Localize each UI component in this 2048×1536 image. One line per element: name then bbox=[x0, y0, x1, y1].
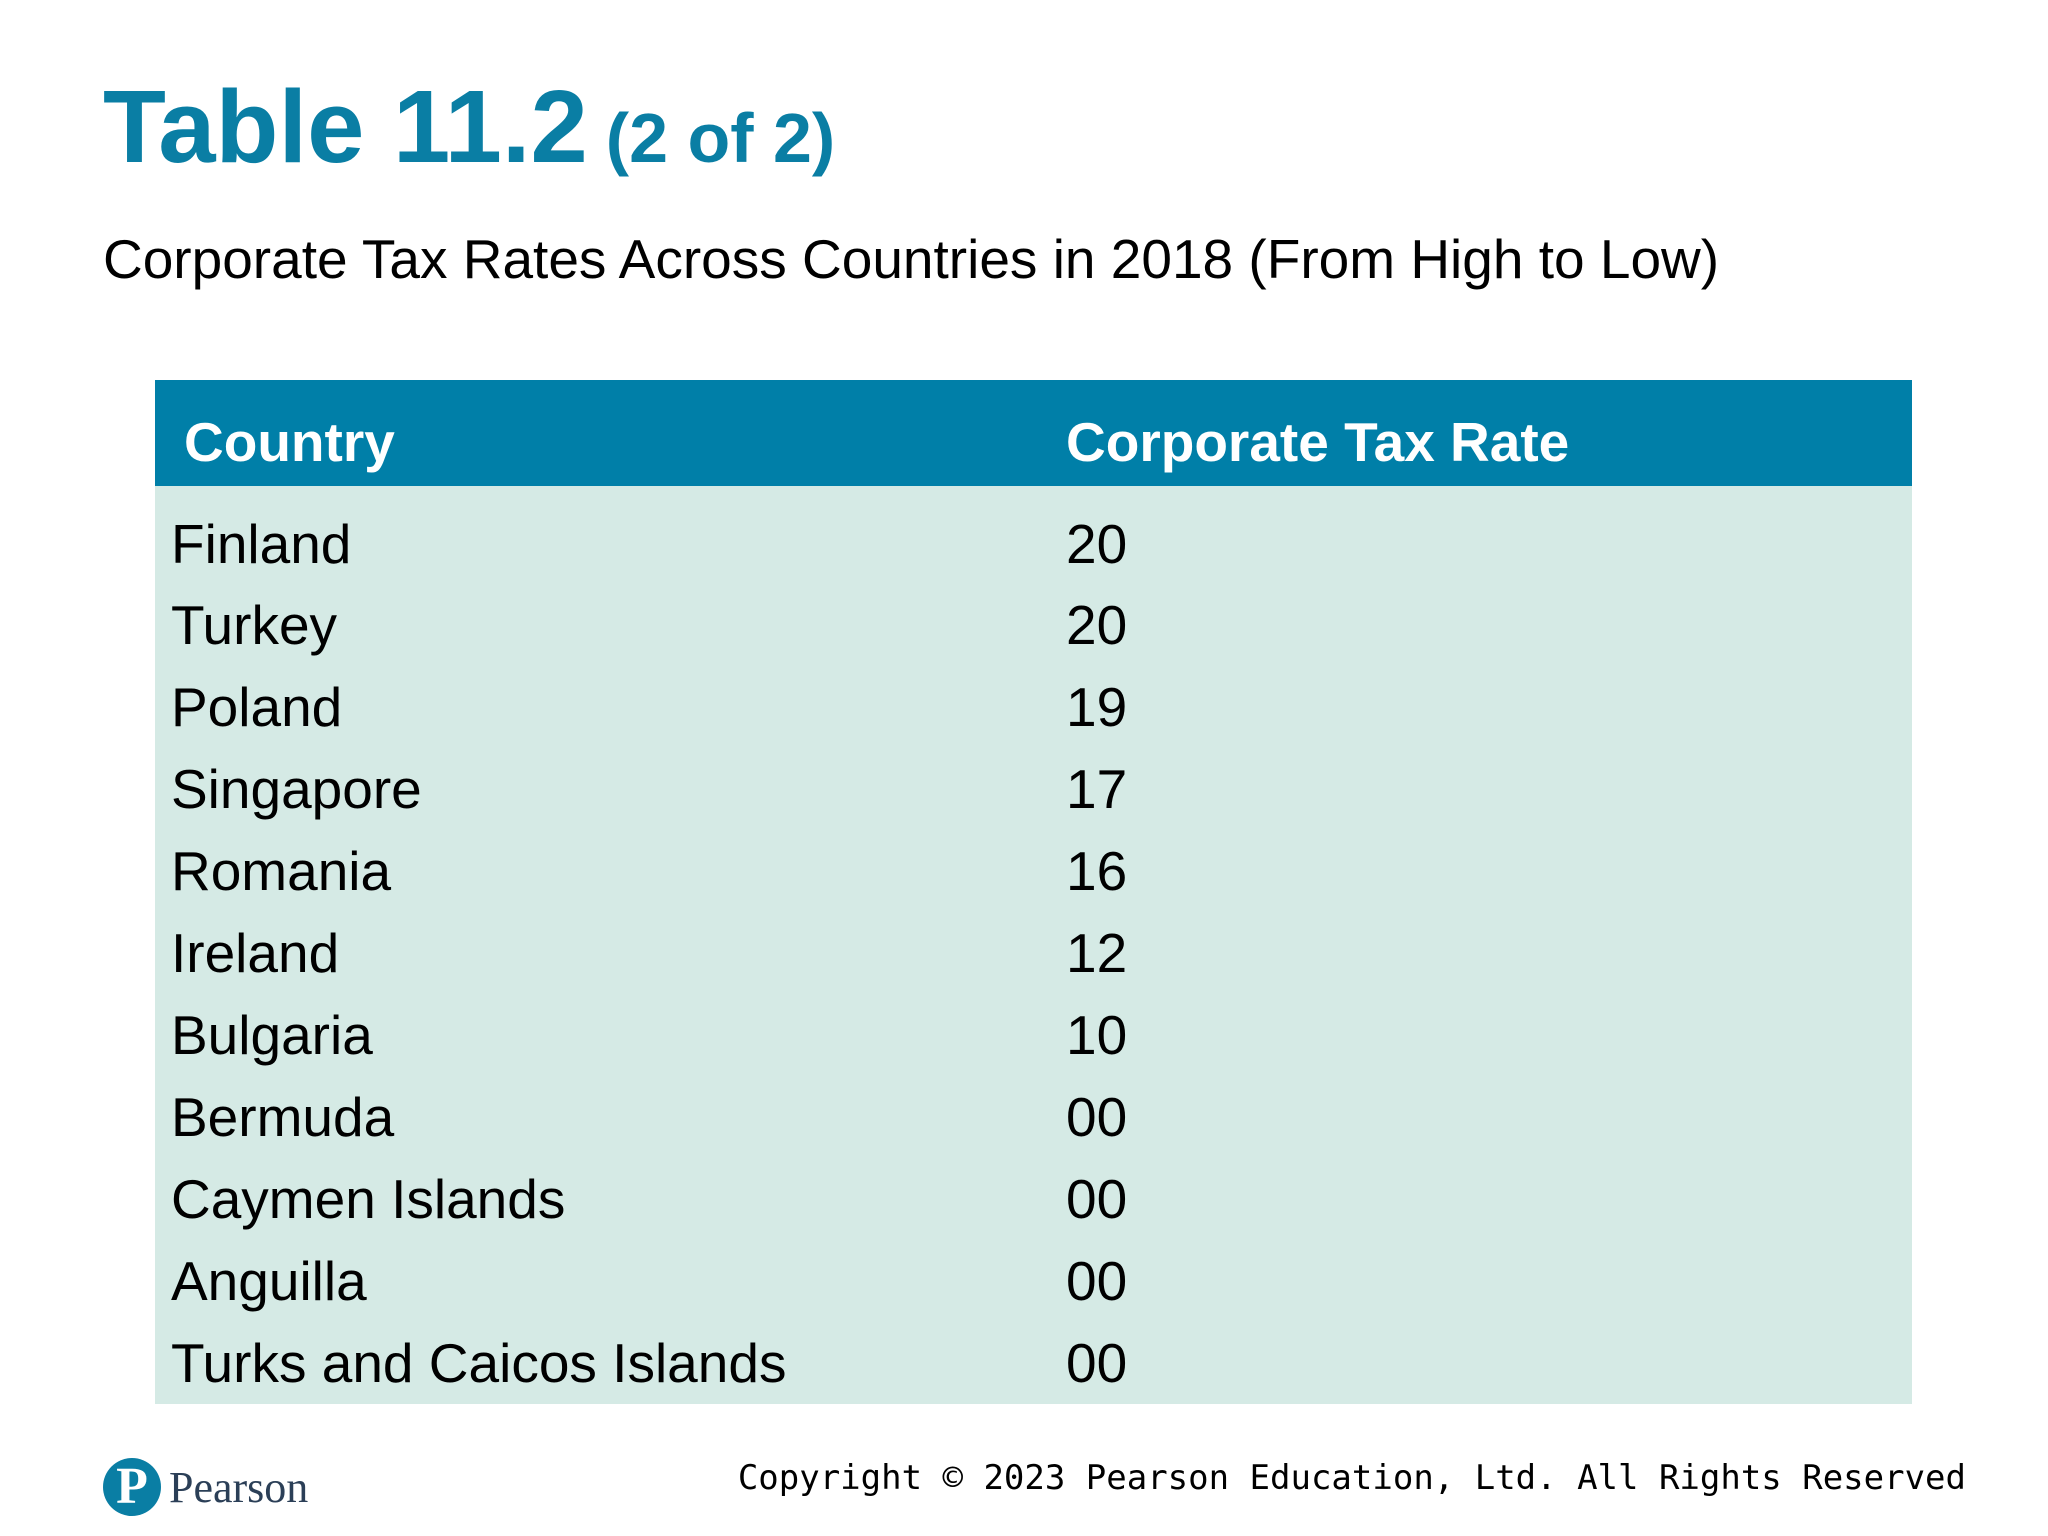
title-part: (2 of 2) bbox=[605, 99, 836, 177]
slide-subtitle: Corporate Tax Rates Across Countries in … bbox=[103, 228, 1720, 290]
table-row: Poland 19 bbox=[155, 666, 1912, 748]
rate-cell: 00 bbox=[1066, 1249, 1128, 1312]
slide-title: Table 11.2 (2 of 2) bbox=[103, 70, 835, 183]
table-row: Ireland 12 bbox=[155, 912, 1912, 994]
table-row: Turks and Caicos Islands 00 bbox=[155, 1322, 1912, 1404]
country-cell: Turks and Caicos Islands bbox=[171, 1331, 787, 1394]
country-cell: Anguilla bbox=[171, 1249, 367, 1312]
table-row: Turkey 20 bbox=[155, 584, 1912, 666]
copyright-notice: Copyright © 2023 Pearson Education, Ltd.… bbox=[737, 1458, 1966, 1498]
pearson-logo-icon: P bbox=[103, 1458, 161, 1516]
country-cell: Caymen Islands bbox=[171, 1167, 566, 1230]
header-country: Country bbox=[184, 410, 395, 473]
country-cell: Ireland bbox=[171, 921, 340, 984]
rate-cell: 20 bbox=[1066, 593, 1128, 656]
rate-cell: 00 bbox=[1066, 1085, 1128, 1148]
pearson-logo-wordmark: Pearson bbox=[169, 1462, 309, 1512]
table-row: Caymen Islands 00 bbox=[155, 1158, 1912, 1240]
tax-rate-table: Country Corporate Tax Rate Finland 20 Tu… bbox=[155, 380, 1912, 1404]
country-cell: Singapore bbox=[171, 757, 422, 820]
table-row: Finland 20 bbox=[155, 486, 1912, 584]
rate-cell: 00 bbox=[1066, 1331, 1128, 1394]
rate-cell: 10 bbox=[1066, 1003, 1128, 1066]
country-cell: Bulgaria bbox=[171, 1003, 373, 1066]
rate-cell: 16 bbox=[1066, 839, 1128, 902]
rate-cell: 19 bbox=[1066, 675, 1128, 738]
table-row: Bulgaria 10 bbox=[155, 994, 1912, 1076]
table-row: Bermuda 00 bbox=[155, 1076, 1912, 1158]
rate-cell: 12 bbox=[1066, 921, 1128, 984]
rate-cell: 20 bbox=[1066, 512, 1128, 575]
rate-cell: 00 bbox=[1066, 1167, 1128, 1230]
rate-cell: 17 bbox=[1066, 757, 1128, 820]
table-header-row: Country Corporate Tax Rate bbox=[155, 380, 1912, 486]
table-row: Anguilla 00 bbox=[155, 1240, 1912, 1322]
table-row: Singapore 17 bbox=[155, 748, 1912, 830]
country-cell: Turkey bbox=[171, 593, 338, 656]
country-cell: Poland bbox=[171, 675, 343, 738]
country-cell: Finland bbox=[171, 512, 352, 575]
title-main: Table 11.2 bbox=[103, 69, 588, 184]
pearson-logo: P Pearson bbox=[103, 1458, 308, 1516]
country-cell: Bermuda bbox=[171, 1085, 395, 1148]
table-row: Romania 16 bbox=[155, 830, 1912, 912]
country-cell: Romania bbox=[171, 839, 392, 902]
header-corporate-tax-rate: Corporate Tax Rate bbox=[1066, 410, 1570, 473]
